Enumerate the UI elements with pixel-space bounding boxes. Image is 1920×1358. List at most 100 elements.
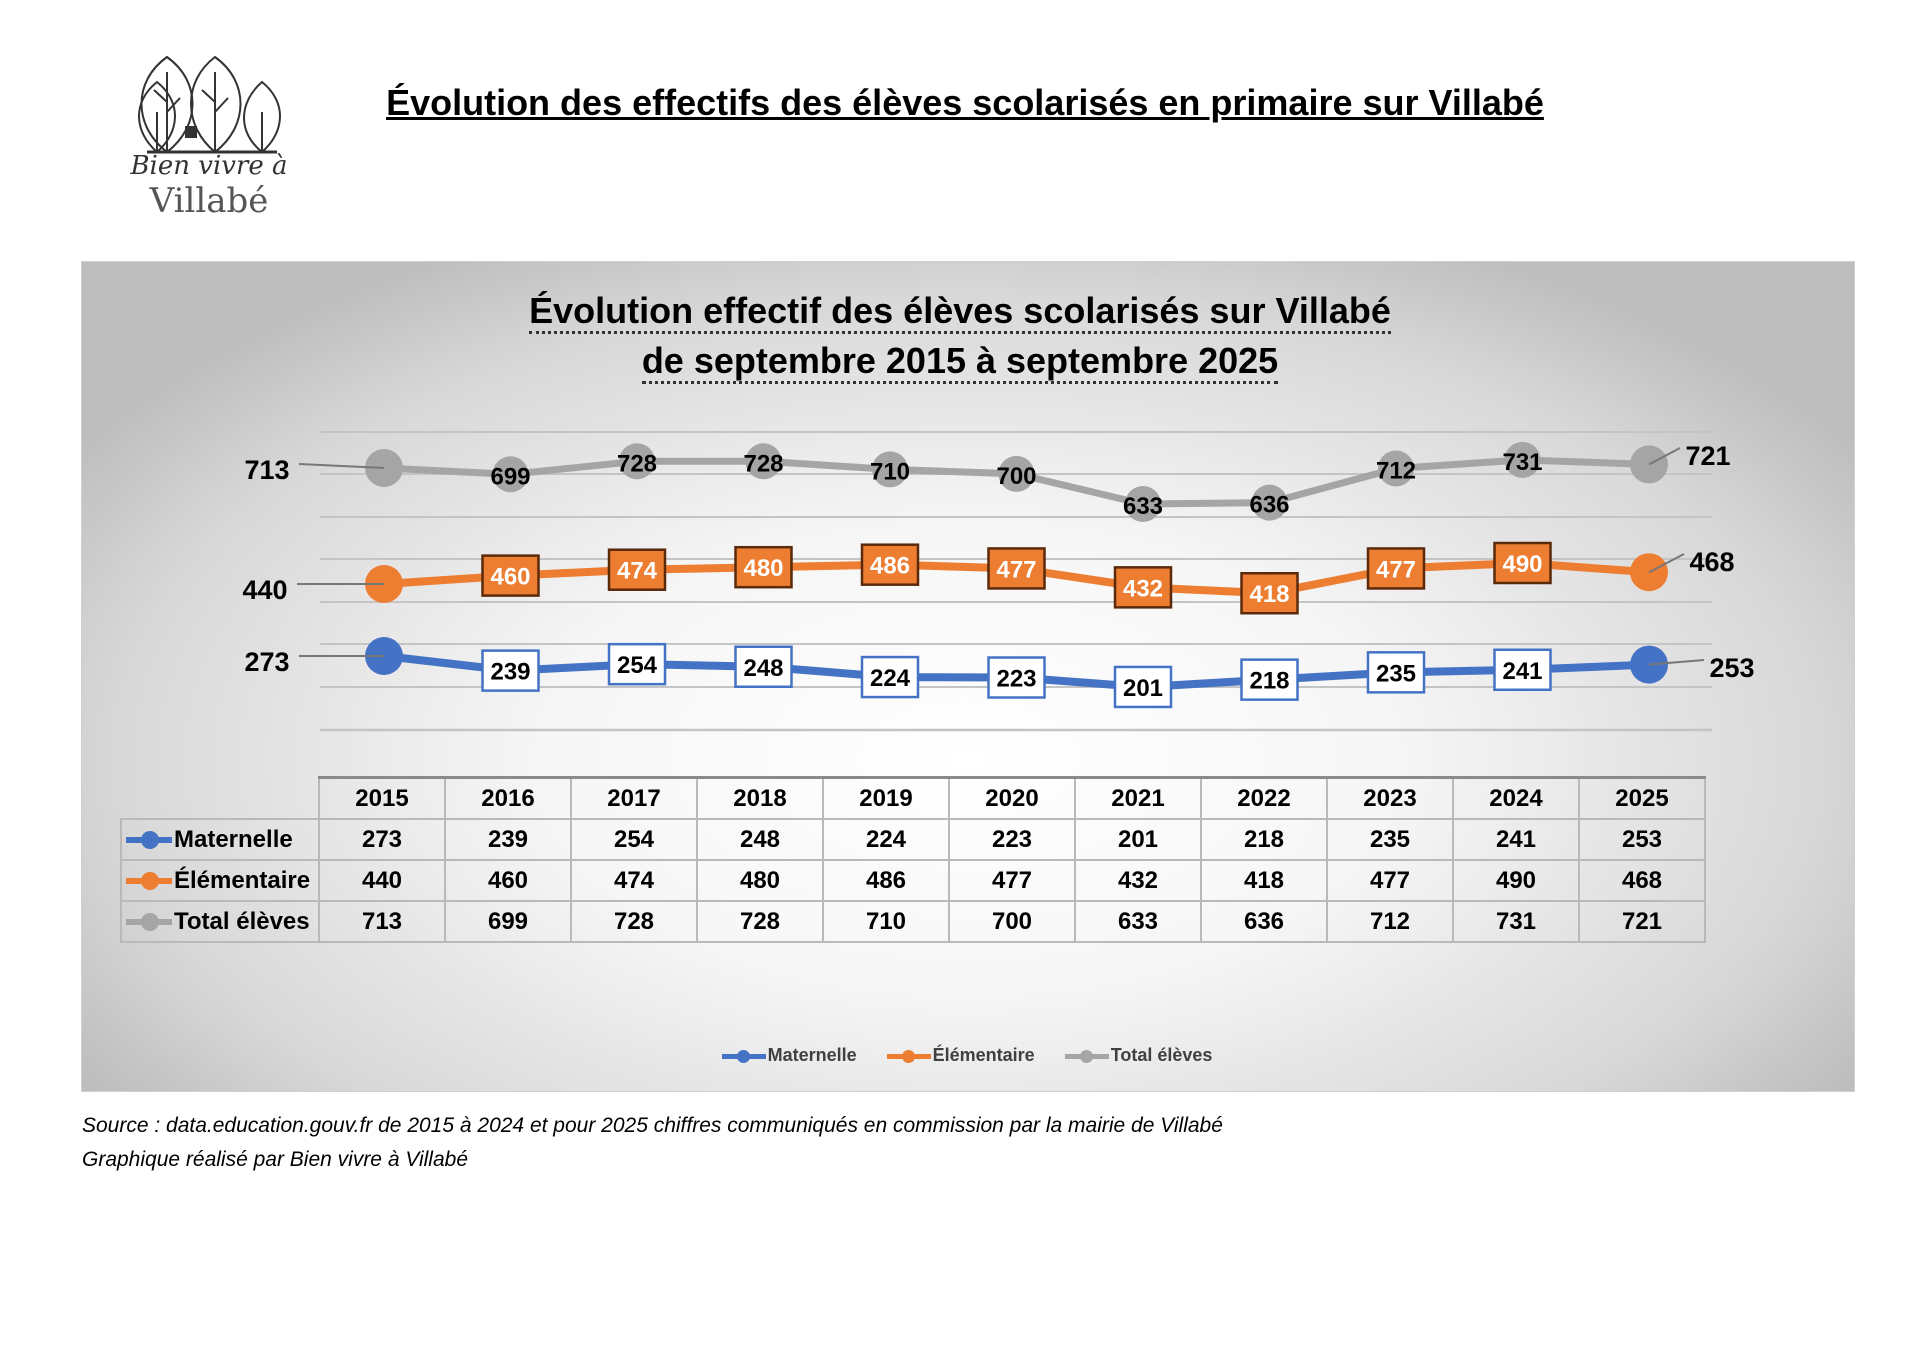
table-cell: 218 (1200, 818, 1328, 861)
table-row: Total élèves 713 699 728 728 710 700 633 636 712 7… (120, 900, 1706, 943)
data-label-box (1113, 665, 1173, 709)
table-cell: 235 (1326, 818, 1454, 861)
data-label-box (734, 645, 793, 688)
series-name: Élémentaire (174, 866, 311, 894)
data-label-box (987, 547, 1046, 590)
year-header: 2024 (1452, 776, 1580, 820)
data-label-box (1366, 547, 1426, 590)
table-cell: 248 (696, 818, 824, 861)
data-label: 721 (1685, 441, 1730, 471)
data-label: 239 (490, 659, 530, 686)
leader-line (1648, 553, 1685, 574)
data-label: 254 (617, 652, 658, 679)
data-point (998, 455, 1035, 492)
legend-label: Élémentaire (932, 1045, 1035, 1065)
legend-label: Total élèves (1110, 1045, 1213, 1065)
source-note: Source : data.education.gouv.fr de 2015 … (82, 1114, 1223, 1137)
data-label: 218 (1249, 668, 1289, 695)
series-name: Total élèves (174, 907, 310, 935)
table-cell: 480 (696, 859, 824, 902)
table-cell: 201 (1074, 818, 1202, 861)
table-cell: 699 (444, 900, 572, 943)
table-cell: 432 (1074, 859, 1202, 902)
table-cell: 713 (318, 900, 446, 943)
data-label: 460 (490, 564, 530, 591)
series-key: Total élèves (120, 900, 320, 943)
legend-item: Maternelle (718, 1045, 857, 1066)
leader-line (298, 463, 385, 469)
series-key: Élémentaire (120, 859, 320, 902)
legend-label: Maternelle (767, 1045, 857, 1065)
legend-line-icon (1064, 1049, 1109, 1063)
data-label: 486 (870, 553, 910, 580)
legend-item: Total élèves (1061, 1045, 1213, 1066)
table-cell: 712 (1326, 900, 1454, 943)
table-cell: 241 (1452, 818, 1580, 861)
data-label: 480 (743, 555, 783, 582)
data-label: 418 (1249, 581, 1289, 608)
series-key: Maternelle (120, 818, 320, 861)
data-point (745, 443, 782, 480)
table-cell: 460 (444, 859, 572, 902)
data-label: 235 (1376, 660, 1416, 687)
table-cell: 223 (948, 818, 1076, 861)
data-label: 432 (1123, 575, 1163, 602)
year-header: 2018 (696, 776, 824, 820)
data-label-box (734, 545, 793, 589)
table-cell: 477 (948, 859, 1076, 902)
year-header: 2016 (444, 776, 572, 820)
data-label-box (1493, 541, 1552, 585)
series-name: Maternelle (174, 825, 293, 853)
leader-line (1648, 659, 1705, 666)
legend-line-icon (126, 872, 172, 891)
data-label-box (860, 543, 920, 586)
svg-text:Villabé: Villabé (149, 181, 269, 221)
legend-line-icon (721, 1049, 766, 1063)
year-header: 2025 (1578, 776, 1706, 820)
table-cell: 486 (822, 859, 950, 902)
data-label: 468 (1689, 547, 1734, 577)
data-label: 490 (1502, 551, 1542, 578)
table-cell: 474 (570, 859, 698, 902)
table-header-row: 2015 2016 2017 2018 2019 2020 2021 2022 2023 2024… (121, 776, 1706, 820)
table-cell: 224 (822, 818, 950, 861)
table-cell: 633 (1074, 900, 1202, 943)
table-cell: 440 (318, 859, 446, 902)
svg-text:Bien vivre à: Bien vivre à (129, 151, 287, 181)
chart-title-line2: de septembre 2015 à septembre 2025 (0, 340, 1920, 384)
data-table: 2015 2016 2017 2018 2019 2020 2021 2022 2023 2024… (120, 776, 1706, 943)
data-label: 477 (1376, 556, 1416, 583)
data-point (1125, 486, 1161, 522)
data-label-box (1113, 566, 1173, 609)
data-label-box (860, 655, 920, 699)
table-corner (121, 777, 320, 819)
data-label: 440 (242, 575, 287, 605)
legend-item: Élémentaire (883, 1045, 1035, 1066)
data-point (492, 456, 529, 493)
legend-line-icon (126, 831, 172, 850)
legend-line-icon (886, 1049, 931, 1063)
data-label-box (481, 554, 540, 597)
data-point (872, 451, 908, 488)
year-header: 2017 (570, 776, 698, 820)
data-label-box (607, 642, 667, 686)
table-cell: 239 (444, 818, 572, 861)
table-cell: 731 (1452, 900, 1580, 943)
logo: Bien vivre à Villabé (112, 52, 307, 227)
table-cell: 636 (1200, 900, 1328, 943)
year-header: 2020 (948, 776, 1076, 820)
data-label-box (1366, 651, 1426, 694)
document-title: Évolution des effectifs des élèves scola… (386, 82, 1544, 123)
table-cell: 728 (570, 900, 698, 943)
data-label: 224 (870, 665, 911, 692)
data-label: 636 (1249, 492, 1289, 519)
leader-line (1648, 447, 1681, 466)
data-label: 712 (1376, 457, 1416, 484)
data-label-box (987, 656, 1046, 699)
data-point (1504, 441, 1541, 478)
table-cell: 721 (1578, 900, 1706, 943)
year-header: 2023 (1326, 776, 1454, 820)
data-label: 700 (996, 463, 1036, 490)
data-label-box (1240, 658, 1299, 701)
